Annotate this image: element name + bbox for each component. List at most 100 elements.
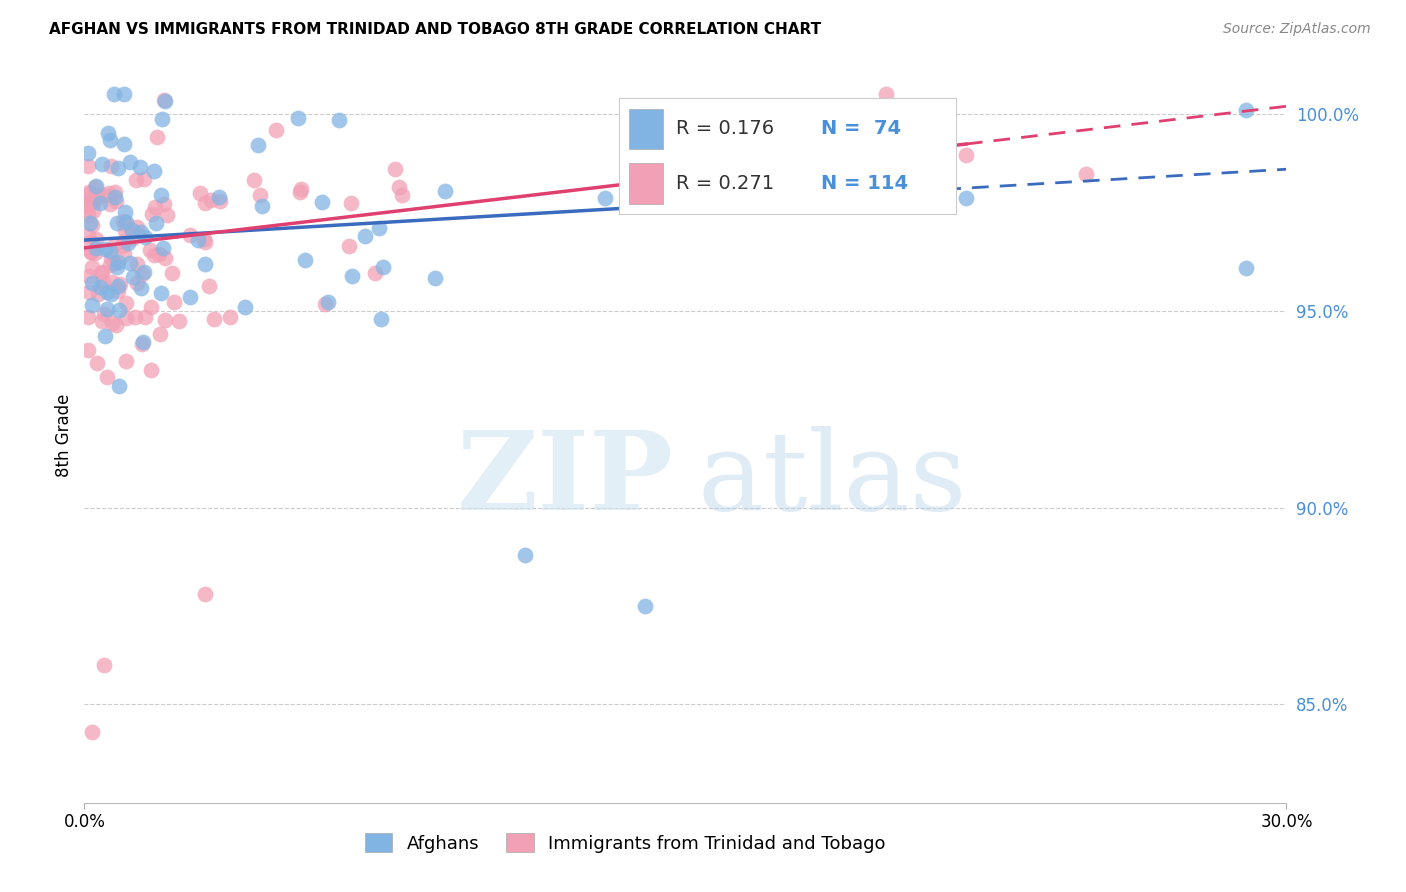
Text: R = 0.176: R = 0.176 (676, 120, 775, 138)
Point (77, 146, 100, 161)
Point (77, 186, 100, 201)
Point (134, 230, 156, 244)
Point (115, 311, 138, 326)
Point (246, 138, 269, 153)
Point (91, 265, 114, 279)
Point (179, 227, 201, 242)
Point (77, 185, 100, 199)
Point (153, 251, 176, 265)
Point (294, 252, 316, 267)
Point (153, 94, 176, 108)
Point (142, 163, 165, 178)
Point (104, 190, 127, 204)
Point (328, 112, 350, 127)
Point (103, 87, 125, 102)
Legend: Afghans, Immigrants from Trinidad and Tobago: Afghans, Immigrants from Trinidad and To… (359, 826, 893, 860)
Point (139, 243, 162, 257)
Point (86, 232, 108, 246)
Point (107, 379, 129, 393)
Point (156, 208, 179, 222)
Point (93, 307, 115, 321)
Point (423, 271, 446, 285)
Point (89, 279, 111, 293)
Point (179, 289, 201, 303)
Point (122, 230, 145, 244)
Point (434, 184, 457, 198)
Point (114, 223, 136, 237)
Point (152, 93, 174, 107)
Point (125, 256, 148, 270)
Point (194, 257, 217, 271)
Point (163, 295, 186, 310)
Y-axis label: 8th Grade: 8th Grade (55, 393, 73, 476)
Point (96, 370, 118, 384)
Point (82, 725, 104, 739)
Point (77, 285, 100, 300)
Point (955, 148, 977, 162)
Point (93, 658, 115, 673)
Point (595, 191, 617, 205)
Point (243, 173, 266, 187)
Point (115, 296, 138, 310)
Point (107, 278, 129, 293)
Point (107, 284, 129, 298)
Point (114, 205, 136, 219)
Point (114, 217, 136, 231)
Point (152, 197, 174, 211)
Point (86, 179, 108, 194)
Point (79, 235, 101, 250)
Point (1234, 260, 1257, 275)
Point (94, 329, 117, 343)
Point (89, 195, 111, 210)
Point (100, 286, 122, 301)
Point (132, 335, 155, 350)
Point (86, 356, 108, 370)
Point (250, 199, 273, 213)
Point (1234, 103, 1257, 118)
Point (391, 188, 413, 202)
Point (80, 298, 103, 312)
Point (141, 301, 163, 315)
Point (955, 191, 977, 205)
Point (198, 279, 221, 293)
Point (316, 294, 339, 309)
Point (107, 161, 129, 175)
Point (91, 275, 114, 289)
Point (134, 265, 156, 279)
Point (115, 354, 138, 368)
Point (342, 268, 364, 283)
Point (149, 286, 172, 301)
Point (141, 207, 163, 221)
Point (118, 154, 141, 169)
Point (121, 223, 143, 237)
Text: Source: ZipAtlas.com: Source: ZipAtlas.com (1223, 22, 1371, 37)
Point (111, 214, 134, 228)
Point (131, 225, 153, 239)
Point (288, 185, 311, 199)
Point (194, 195, 217, 210)
Point (84, 179, 107, 194)
Point (311, 194, 333, 209)
Point (103, 256, 125, 270)
Point (77, 209, 100, 223)
Point (77, 310, 100, 324)
Point (107, 216, 129, 230)
Point (79, 194, 101, 208)
Point (127, 227, 149, 241)
Point (209, 194, 232, 208)
Point (337, 239, 360, 253)
Point (93, 242, 115, 256)
Point (314, 297, 336, 311)
Point (80, 260, 103, 275)
Point (105, 260, 128, 274)
Point (143, 200, 166, 214)
Bar (628, 109, 662, 149)
Point (146, 129, 169, 144)
Point (108, 303, 131, 318)
Point (80, 276, 103, 290)
Point (82, 204, 104, 219)
Point (121, 269, 143, 284)
Point (384, 161, 406, 176)
Point (1076, 167, 1098, 181)
Point (77, 268, 100, 283)
